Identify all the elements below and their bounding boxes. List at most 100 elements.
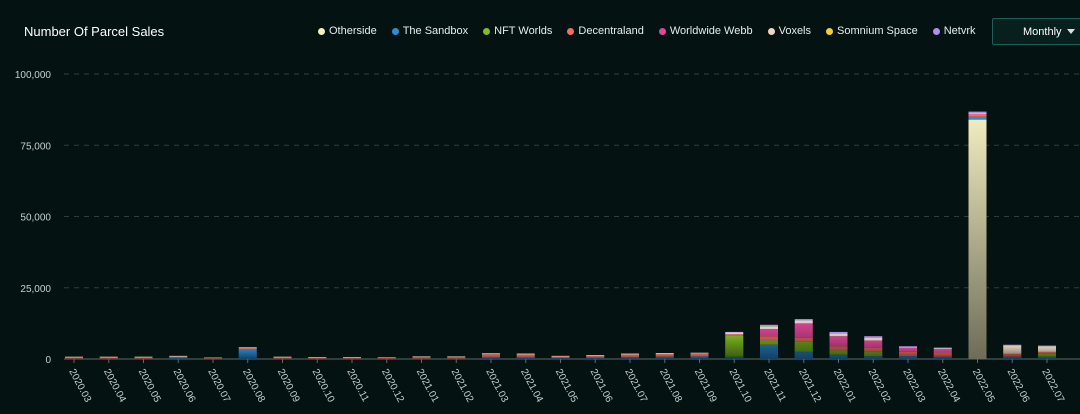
y-tick-label: 25,000 [20, 284, 51, 295]
x-tick-label: 2020.11 [344, 367, 371, 404]
chart-grid [64, 73, 1080, 289]
bar-stack [655, 353, 674, 359]
bar-shade [273, 356, 292, 359]
legend-item[interactable]: Worldwide Webb [658, 25, 753, 37]
bar-stack [864, 336, 883, 359]
bar-stack [933, 347, 952, 359]
bar-shade [899, 346, 917, 359]
legend-item[interactable]: Netvrk [932, 25, 976, 37]
bar-shade [725, 331, 744, 359]
bar-shade [1003, 344, 1022, 359]
bar-stack [238, 347, 257, 359]
bar-shade [134, 356, 153, 359]
chevron-down-icon [1066, 29, 1075, 34]
bar-shade [377, 357, 396, 359]
x-tick-label: 2020.04 [101, 367, 128, 404]
bar-stack [760, 324, 778, 359]
legend-label: Netvrk [943, 25, 976, 37]
x-tick-label: 2022.07 [1039, 367, 1066, 404]
legend-item[interactable]: The Sandbox [391, 25, 469, 37]
bar-stack [169, 355, 188, 359]
bar-stack [204, 357, 222, 359]
bar-shade [968, 111, 987, 360]
x-tick-label: 2022.05 [970, 367, 997, 404]
x-tick-label: 2021.09 [692, 367, 719, 404]
x-tick-label: 2021.01 [414, 367, 441, 404]
bar-stack [794, 319, 813, 359]
legend-item[interactable]: Otherside [318, 25, 377, 37]
x-tick-label: 2020.05 [136, 367, 163, 404]
bar-stack [829, 331, 848, 359]
x-tick-label: 2022.01 [831, 367, 858, 404]
bar-stack [968, 111, 987, 360]
y-tick-label: 75,000 [20, 141, 51, 152]
bar-shade [65, 356, 83, 359]
bar-shade [794, 319, 813, 359]
bar-stack [516, 353, 535, 359]
legend-dot-icon [318, 27, 325, 35]
y-axis: 0 25,000 50,000 75,000 100,000 [15, 70, 1080, 366]
y-tick-label: 50,000 [20, 213, 51, 224]
x-tick-label: 2020.12 [379, 367, 406, 404]
period-dropdown-label: Monthly [1023, 25, 1062, 38]
bar-shade [864, 336, 883, 359]
bar-stack [1003, 344, 1022, 359]
bar-shade [238, 347, 257, 359]
bar-stack [412, 356, 431, 359]
legend-item[interactable]: NFT Worlds [483, 25, 552, 37]
bar-shade [655, 353, 674, 359]
legend-item[interactable]: Somnium Space [826, 25, 918, 37]
bar-stack [65, 356, 83, 359]
bar-stack [586, 355, 605, 359]
bar-shade [829, 331, 848, 359]
bar-stack [343, 357, 361, 359]
bar-stack [99, 356, 118, 359]
x-tick-label: 2021.02 [449, 367, 476, 404]
legend-dot-icon [767, 27, 775, 35]
bar-stack [690, 352, 709, 359]
bar-stack [899, 346, 917, 359]
x-tick-label: 2020.06 [171, 367, 198, 404]
bar-stack [447, 356, 466, 359]
x-tick-label: 2021.07 [622, 367, 649, 404]
legend-dot-icon [483, 27, 491, 35]
chart-title: Number Of Parcel Sales [24, 24, 165, 39]
x-tick-label: 2021.06 [588, 367, 615, 404]
legend-item[interactable]: Voxels [767, 25, 811, 37]
bar-shade [308, 357, 327, 359]
x-tick-label: 2022.06 [1005, 367, 1032, 404]
x-tick-label: 2021.11 [761, 367, 788, 404]
bar-stack [308, 357, 327, 359]
legend-item[interactable]: Decentraland [567, 25, 644, 37]
bar-shade [343, 357, 361, 359]
x-tick-label: 2021.03 [483, 367, 510, 404]
x-axis: 2020.03 2020.04 2020.05 2020.06 2020.07 2020.… [66, 359, 1066, 405]
legend-label: Somnium Space [837, 25, 918, 37]
chart-bars [65, 111, 1056, 360]
bar-stack [134, 356, 153, 359]
x-tick-label: 2021.08 [657, 367, 684, 404]
bar-stack [377, 357, 396, 359]
bar-shade [690, 352, 709, 359]
legend-dot-icon [932, 27, 940, 35]
legend-dot-icon [567, 27, 575, 35]
x-tick-label: 2021.10 [727, 367, 754, 404]
legend-dot-icon [826, 27, 834, 35]
legend-label: The Sandbox [402, 25, 469, 37]
bar-shade [586, 355, 605, 359]
bar-stack [482, 353, 500, 359]
x-tick-label: 2020.09 [275, 367, 302, 404]
bar-stack [621, 353, 639, 359]
x-tick-label: 2022.04 [935, 367, 962, 404]
bar-shade [412, 356, 431, 359]
bar-shade [760, 324, 778, 359]
x-tick-label: 2020.08 [240, 367, 267, 404]
legend-dot-icon [391, 27, 399, 35]
bar-shade [621, 353, 639, 359]
bar-stack [551, 355, 570, 359]
bar-shade [169, 355, 188, 359]
period-dropdown[interactable]: Monthly [992, 18, 1080, 45]
x-tick-label: 2021.05 [553, 367, 580, 404]
bar-shade [447, 356, 466, 359]
legend-label: NFT Worlds [494, 25, 553, 37]
